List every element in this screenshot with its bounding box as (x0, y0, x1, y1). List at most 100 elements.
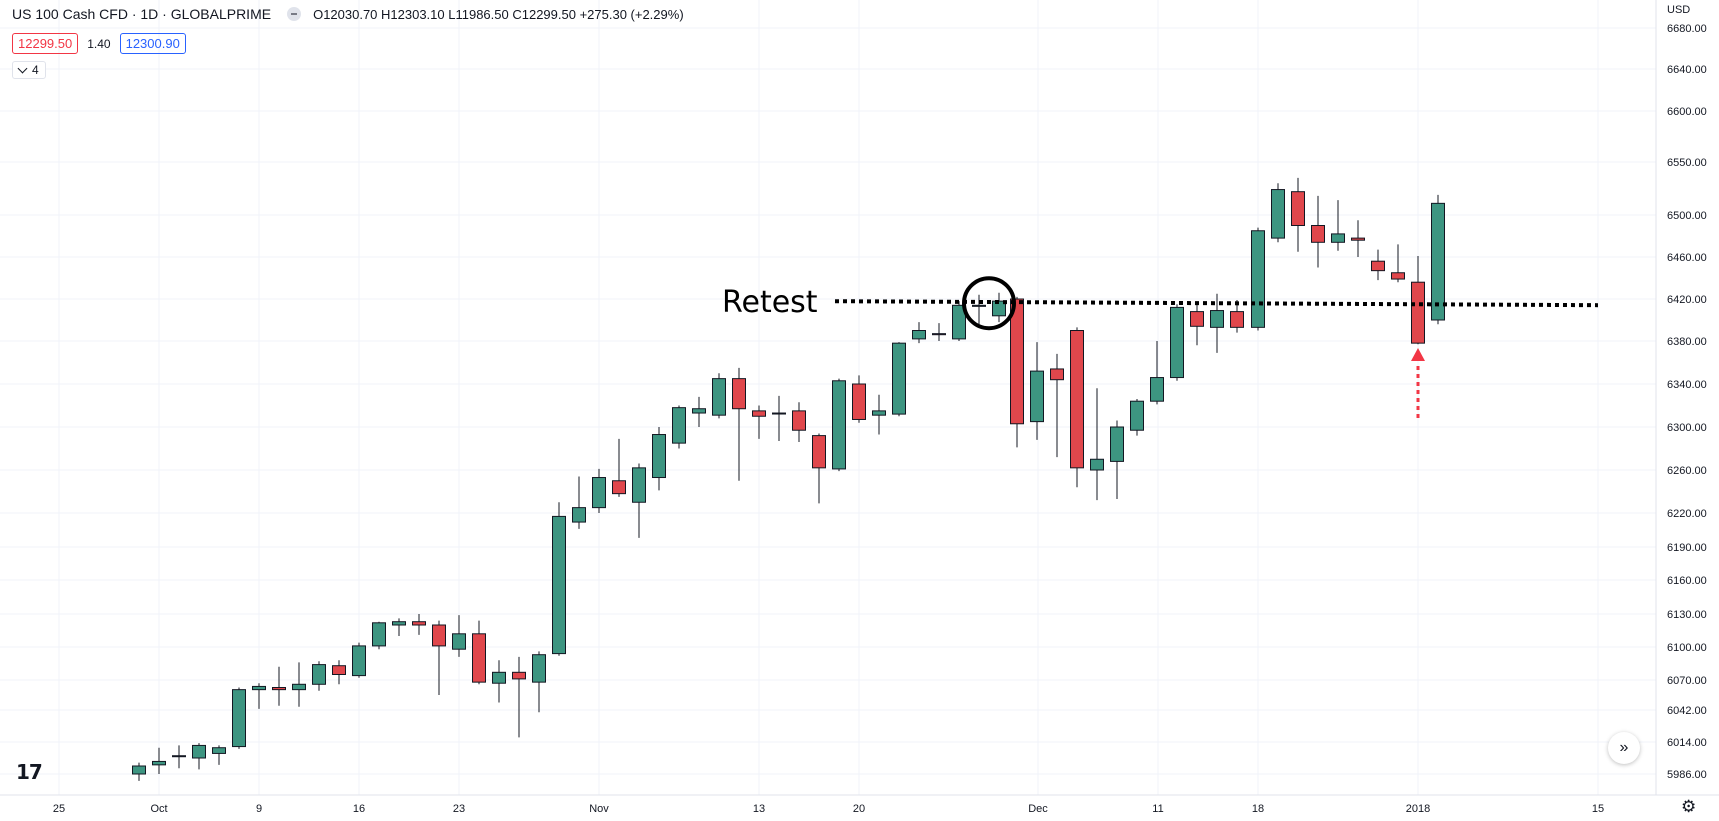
candle-body (672, 407, 686, 444)
price-tick-label: 6130.00 (1667, 609, 1707, 621)
candle-body (392, 621, 406, 626)
time-tick-label: 23 (453, 803, 465, 815)
indicators-toggle[interactable]: 4 (12, 61, 46, 79)
tradingview-logo[interactable]: 17 (16, 760, 43, 784)
candle-body (272, 687, 286, 691)
candle-body (652, 434, 666, 479)
price-tick-label: 6550.00 (1667, 157, 1707, 169)
candle-body (132, 765, 146, 775)
ask-price[interactable]: 12300.90 (119, 33, 186, 54)
quote-row: 12299.50 1.40 12300.90 (12, 33, 186, 54)
chart-header: US 100 Cash CFD · 1D · GLOBALPRIME O1203… (12, 6, 684, 22)
chevron-down-icon (17, 63, 28, 73)
candle-body (472, 633, 486, 683)
time-tick-label: 16 (353, 803, 365, 815)
grid (0, 0, 1656, 795)
candle-body (192, 744, 206, 759)
price-tick-label: 6600.00 (1667, 106, 1707, 118)
candle-body (1371, 260, 1385, 272)
candle-body (572, 507, 586, 523)
annotations: Retest (722, 276, 1599, 418)
time-tick-label: 20 (853, 803, 865, 815)
retest-label: Retest (722, 285, 818, 320)
candle-body (152, 760, 166, 766)
spread-value: 1.40 (87, 36, 111, 51)
candle-body (1210, 310, 1224, 328)
price-tick-label: 6640.00 (1667, 64, 1707, 76)
candle-body (252, 685, 266, 691)
price-tick-label: 6100.00 (1667, 642, 1707, 654)
candle-body (832, 380, 846, 470)
price-tick-label: 6300.00 (1667, 422, 1707, 434)
indicator-count: 4 (32, 63, 39, 77)
candle-body (1251, 230, 1265, 328)
candle-body (1190, 311, 1204, 327)
price-tick-label: 6042.00 (1667, 705, 1707, 717)
symbol-title[interactable]: US 100 Cash CFD · 1D · GLOBALPRIME (12, 6, 272, 22)
price-tick-label: 6460.00 (1667, 252, 1707, 264)
candle-body (792, 410, 806, 431)
candle-body (612, 480, 626, 495)
candle-body (292, 683, 306, 691)
price-tick-label: 6420.00 (1667, 294, 1707, 306)
price-tick-label: 6014.00 (1667, 737, 1707, 749)
candle-body (552, 515, 566, 655)
candle-body (532, 654, 546, 683)
price-tick-label: 6500.00 (1667, 210, 1707, 222)
candle-body (432, 624, 446, 647)
price-tick-label: 6190.00 (1667, 542, 1707, 554)
ohlc-values: O12030.70 H12303.10 L11986.50 C12299.50 … (313, 6, 684, 22)
candle-body (1150, 377, 1164, 402)
time-tick-label: 2018 (1406, 803, 1430, 815)
candle-body (1170, 306, 1184, 379)
candle-body (852, 383, 866, 420)
candle-body (912, 330, 926, 340)
candle-body (1391, 272, 1405, 280)
currency-label[interactable]: USD (1667, 4, 1691, 16)
time-tick-label: 13 (753, 803, 765, 815)
time-tick-label: 18 (1252, 803, 1264, 815)
candle-body (932, 333, 946, 336)
candle-body (172, 755, 186, 758)
retest-circle (962, 276, 1016, 331)
candle-body (312, 664, 326, 685)
candle-body (632, 467, 646, 503)
candle-body (1110, 426, 1124, 462)
retest-level-line (834, 299, 1599, 308)
price-axis-bg (1656, 0, 1719, 821)
candle-body (1311, 225, 1325, 243)
time-tick-label: 25 (53, 803, 65, 815)
candle-body (1351, 237, 1365, 241)
candle-body (332, 665, 346, 676)
time-axis[interactable]: 25 Oct 9 16 23 Nov 13 20 Dec 11 18 2018 15 (0, 794, 1719, 815)
candle-body (1010, 298, 1024, 425)
candle-body (872, 410, 886, 416)
candle-body (512, 671, 526, 680)
price-tick-label: 6220.00 (1667, 508, 1707, 520)
candle-body (1431, 202, 1445, 321)
price-tick-label: 6340.00 (1667, 379, 1707, 391)
price-axis[interactable]: 6680.00 6640.00 6600.00 6550.00 6500.00 6460.… (1655, 0, 1719, 821)
candle-body (1291, 191, 1305, 226)
candle-body (452, 633, 466, 650)
gear-icon[interactable]: ⚙ (1681, 797, 1697, 816)
minus-icon[interactable] (287, 7, 302, 21)
candle-body (1070, 330, 1084, 469)
candle-body (412, 621, 426, 626)
candle-body (712, 378, 726, 416)
candle-body (232, 689, 246, 748)
price-tick-label: 6260.00 (1667, 465, 1707, 477)
bid-price[interactable]: 12299.50 (12, 33, 79, 54)
price-tick-label: 6070.00 (1667, 675, 1707, 687)
candle-body (1331, 233, 1345, 243)
candle-body (1411, 281, 1425, 344)
candle-body (372, 622, 386, 647)
time-tick-label: Nov (589, 803, 609, 815)
candle-body (892, 342, 906, 415)
price-tick-label: 6380.00 (1667, 336, 1707, 348)
candle-body (1271, 189, 1285, 239)
price-tick-label: 5986.00 (1667, 769, 1707, 781)
double-chevron-right-icon[interactable]: » (1608, 732, 1640, 764)
candle-body (492, 671, 506, 684)
